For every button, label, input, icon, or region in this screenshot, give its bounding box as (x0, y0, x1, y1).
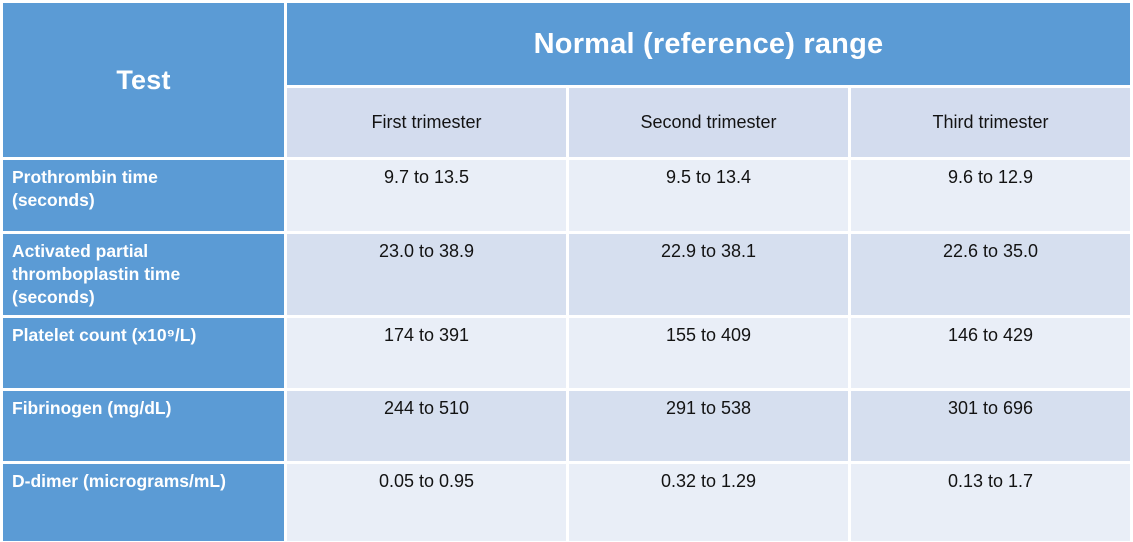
cell-value: 0.32 to 1.29 (569, 464, 848, 542)
column-header-second-trimester: Second trimester (569, 88, 848, 157)
cell-value: 146 to 429 (851, 318, 1130, 389)
cell-value: 9.5 to 13.4 (569, 160, 848, 231)
cell-value: 301 to 696 (851, 391, 1130, 462)
cell-value: 9.7 to 13.5 (287, 160, 566, 231)
cell-value: 23.0 to 38.9 (287, 234, 566, 316)
cell-value: 0.13 to 1.7 (851, 464, 1130, 542)
table-row-platelet-count: Platelet count (x10⁹/L) 174 to 391 155 t… (3, 318, 1130, 389)
cell-value: 155 to 409 (569, 318, 848, 389)
table-row-d-dimer: D-dimer (micrograms/mL) 0.05 to 0.95 0.3… (3, 464, 1130, 542)
row-label-d-dimer: D-dimer (micrograms/mL) (3, 464, 284, 542)
column-header-first-trimester: First trimester (287, 88, 566, 157)
table-row-prothrombin-time: Prothrombin time (seconds) 9.7 to 13.5 9… (3, 160, 1130, 231)
column-header-third-trimester: Third trimester (851, 88, 1130, 157)
row-label-platelet-count: Platelet count (x10⁹/L) (3, 318, 284, 389)
cell-value: 22.6 to 35.0 (851, 234, 1130, 316)
row-label-activated-partial-thromboplastin-time: Activated partial thromboplastin time (s… (3, 234, 284, 316)
cell-value: 244 to 510 (287, 391, 566, 462)
table-row-activated-partial-thromboplastin-time: Activated partial thromboplastin time (s… (3, 234, 1130, 316)
cell-value: 174 to 391 (287, 318, 566, 389)
group-header-normal-range: Normal (reference) range (287, 3, 1130, 85)
row-label-fibrinogen: Fibrinogen (mg/dL) (3, 391, 284, 462)
cell-value: 291 to 538 (569, 391, 848, 462)
cell-value: 22.9 to 38.1 (569, 234, 848, 316)
row-label-prothrombin-time: Prothrombin time (seconds) (3, 160, 284, 231)
table-row-fibrinogen: Fibrinogen (mg/dL) 244 to 510 291 to 538… (3, 391, 1130, 462)
test-column-header: Test (3, 3, 284, 157)
cell-value: 9.6 to 12.9 (851, 160, 1130, 231)
cell-value: 0.05 to 0.95 (287, 464, 566, 542)
